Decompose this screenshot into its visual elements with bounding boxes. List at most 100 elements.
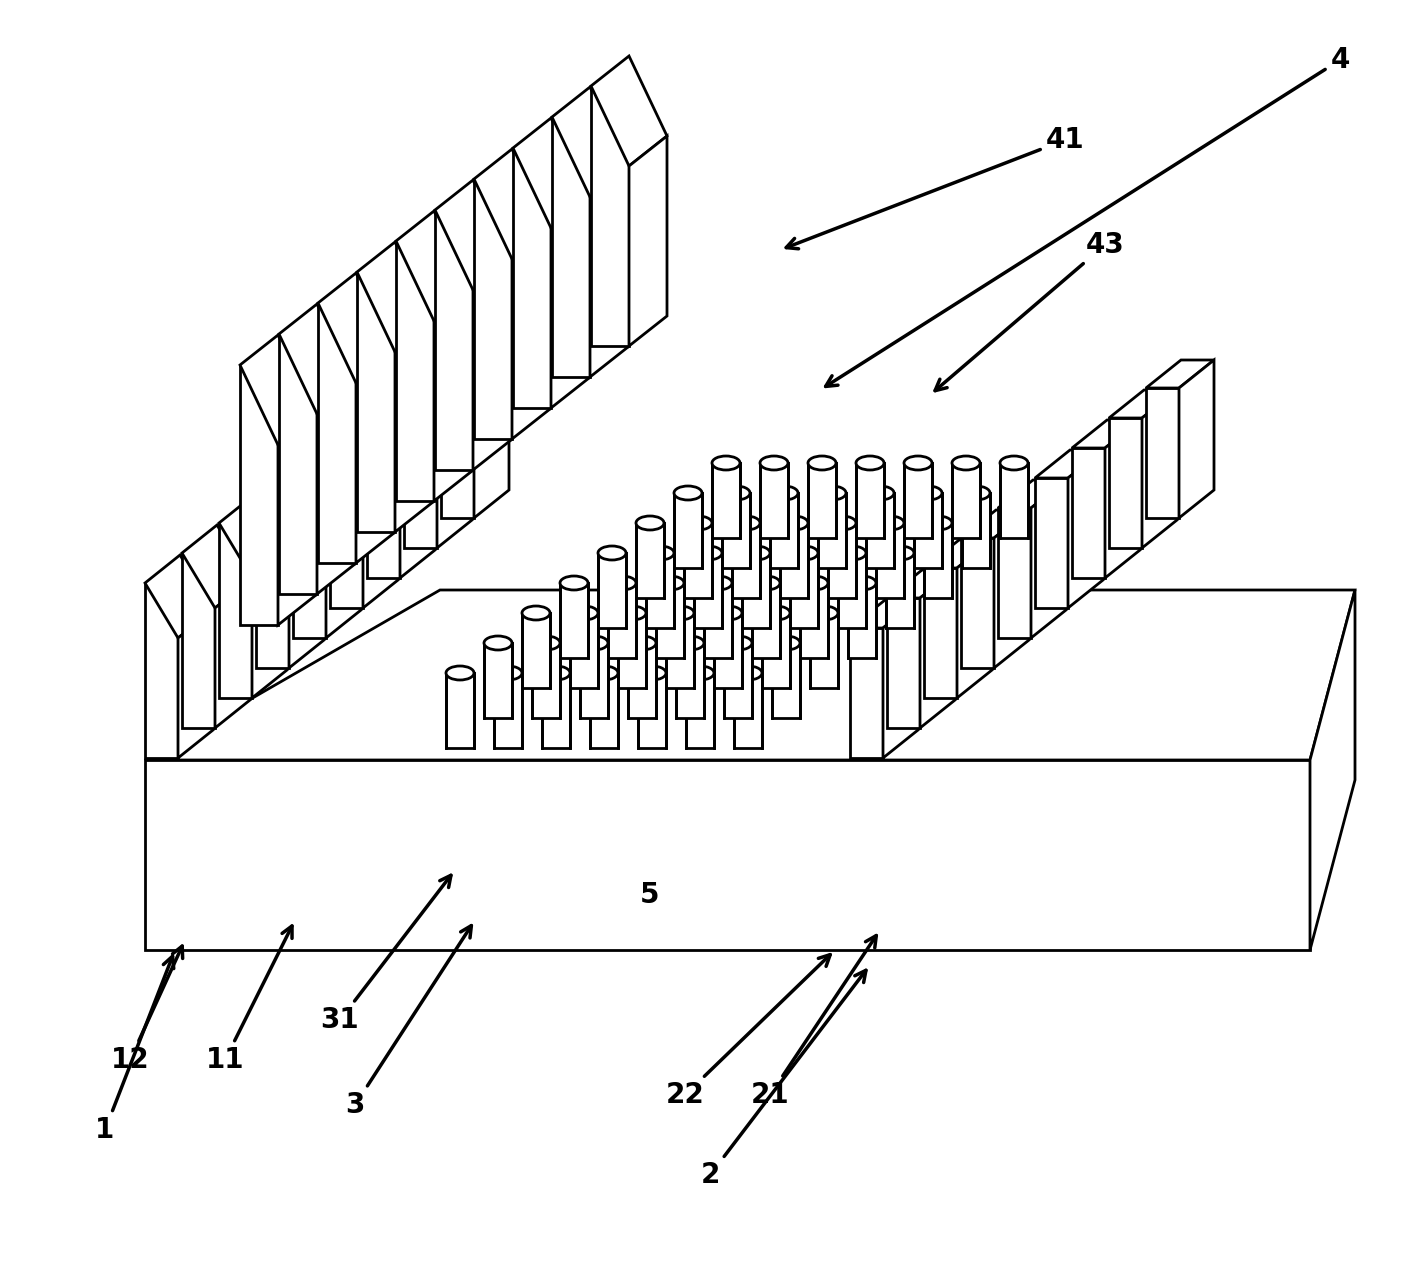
Bar — [914, 493, 942, 568]
Bar — [598, 553, 627, 628]
Polygon shape — [177, 610, 213, 758]
Polygon shape — [850, 628, 883, 758]
Ellipse shape — [494, 666, 522, 679]
Ellipse shape — [856, 456, 884, 470]
Bar — [532, 643, 560, 717]
Ellipse shape — [780, 517, 808, 530]
Ellipse shape — [810, 606, 838, 620]
Polygon shape — [998, 508, 1031, 638]
Ellipse shape — [818, 486, 846, 500]
Bar — [924, 523, 952, 597]
Text: 31: 31 — [321, 875, 451, 1034]
Polygon shape — [256, 493, 289, 668]
Polygon shape — [356, 352, 394, 563]
Polygon shape — [1069, 450, 1102, 608]
Ellipse shape — [1000, 456, 1028, 470]
Polygon shape — [552, 117, 590, 376]
Polygon shape — [1146, 388, 1178, 518]
Polygon shape — [318, 273, 394, 383]
Bar — [828, 523, 856, 597]
Ellipse shape — [656, 576, 684, 590]
Polygon shape — [473, 260, 511, 470]
Polygon shape — [1071, 448, 1105, 578]
Polygon shape — [591, 86, 629, 346]
Polygon shape — [1035, 450, 1102, 477]
Bar — [876, 523, 904, 597]
Ellipse shape — [770, 486, 798, 500]
Bar — [866, 493, 894, 568]
Polygon shape — [279, 304, 355, 414]
Bar — [722, 493, 750, 568]
Polygon shape — [327, 490, 360, 638]
Polygon shape — [883, 600, 918, 758]
Bar — [856, 464, 884, 538]
Polygon shape — [358, 242, 434, 352]
Polygon shape — [962, 538, 994, 668]
Ellipse shape — [790, 546, 818, 560]
Text: 3: 3 — [345, 926, 472, 1119]
Ellipse shape — [924, 517, 952, 530]
Bar — [762, 613, 790, 688]
Bar — [734, 673, 762, 748]
Polygon shape — [396, 211, 472, 321]
Ellipse shape — [684, 517, 712, 530]
Ellipse shape — [598, 546, 627, 560]
Polygon shape — [474, 149, 551, 259]
Ellipse shape — [484, 637, 513, 650]
Bar — [818, 493, 846, 568]
Ellipse shape — [446, 666, 474, 679]
Bar — [1000, 464, 1028, 538]
Bar — [742, 553, 770, 628]
Bar — [686, 673, 714, 748]
Ellipse shape — [666, 606, 694, 620]
Bar — [952, 464, 980, 538]
Polygon shape — [145, 554, 213, 638]
Text: 43: 43 — [935, 231, 1125, 390]
Text: 5: 5 — [641, 882, 660, 909]
Polygon shape — [367, 375, 435, 458]
Ellipse shape — [542, 666, 570, 679]
Bar — [608, 584, 636, 658]
Polygon shape — [474, 179, 513, 440]
Bar — [676, 643, 704, 717]
Bar — [772, 643, 800, 717]
Polygon shape — [215, 580, 251, 727]
Polygon shape — [591, 56, 667, 165]
Polygon shape — [1146, 360, 1214, 388]
Polygon shape — [367, 403, 400, 578]
Polygon shape — [441, 344, 474, 518]
Bar — [904, 464, 932, 538]
Polygon shape — [998, 480, 1066, 508]
Ellipse shape — [608, 576, 636, 590]
Ellipse shape — [742, 546, 770, 560]
Polygon shape — [629, 136, 667, 346]
Text: 1: 1 — [96, 956, 173, 1144]
Ellipse shape — [628, 637, 656, 650]
Ellipse shape — [532, 637, 560, 650]
Bar — [732, 523, 760, 597]
Polygon shape — [293, 464, 327, 638]
Ellipse shape — [952, 456, 980, 470]
Bar — [780, 523, 808, 597]
Bar — [522, 613, 551, 688]
Ellipse shape — [886, 546, 914, 560]
Polygon shape — [513, 229, 551, 440]
Ellipse shape — [714, 606, 742, 620]
Bar — [886, 553, 914, 628]
Bar — [760, 464, 788, 538]
Polygon shape — [220, 523, 252, 698]
Polygon shape — [145, 584, 177, 758]
Polygon shape — [182, 553, 215, 727]
Bar — [674, 493, 703, 568]
Polygon shape — [1031, 480, 1066, 638]
Bar — [618, 613, 646, 688]
Bar — [484, 643, 513, 717]
Ellipse shape — [704, 576, 732, 590]
Ellipse shape — [522, 606, 551, 620]
Bar — [962, 493, 990, 568]
Text: 41: 41 — [786, 126, 1084, 249]
Bar — [446, 673, 474, 748]
Bar — [770, 493, 798, 568]
Ellipse shape — [732, 517, 760, 530]
Ellipse shape — [808, 456, 836, 470]
